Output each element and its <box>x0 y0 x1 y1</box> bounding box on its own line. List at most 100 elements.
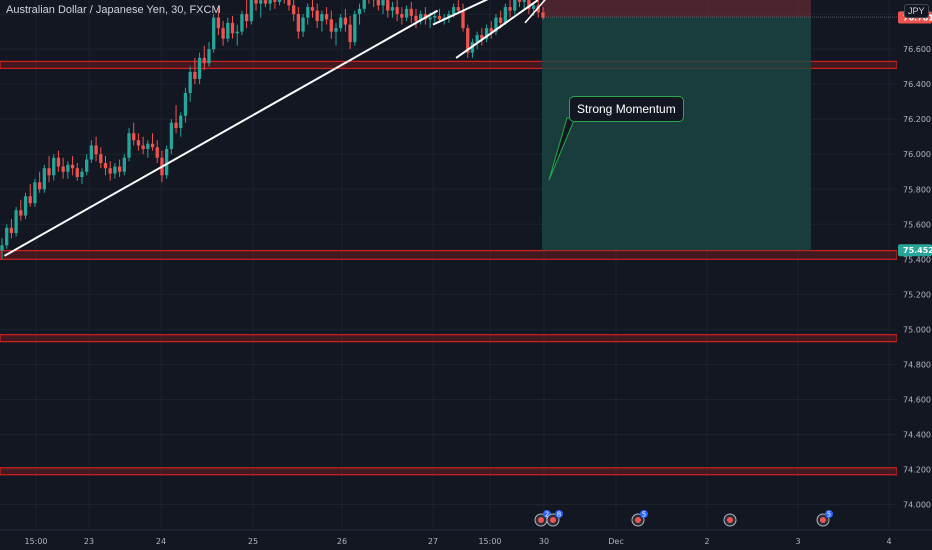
candle-body <box>113 166 117 174</box>
candle-body <box>447 14 451 18</box>
candle-body <box>376 0 380 6</box>
candle-body <box>230 22 235 34</box>
price-tick-label: 76.200 <box>903 115 931 124</box>
candle-body <box>400 14 404 18</box>
symbol-title[interactable]: Australian Dollar / Japanese Yen, 30, FX… <box>6 4 221 16</box>
candle-body <box>132 133 136 141</box>
horizontal-zone <box>0 334 898 343</box>
candle-body <box>381 0 385 6</box>
take-profit-area <box>542 17 811 251</box>
short-position-tool[interactable] <box>542 0 897 251</box>
candle-body <box>240 14 244 32</box>
candle-body <box>390 7 395 11</box>
candle-body <box>433 15 437 18</box>
candle-body <box>23 196 28 216</box>
time-tick-label: 2 <box>704 537 709 546</box>
candle-body <box>0 245 4 251</box>
time-axis[interactable]: 15:00 23 24 25 26 27 15:00 30 Dec 2 3 4 <box>0 529 932 550</box>
candle-body <box>357 8 362 15</box>
price-tick-label: 75.000 <box>903 325 931 334</box>
candle-body <box>353 14 357 43</box>
candle-body <box>343 17 348 25</box>
candle-body <box>28 196 32 204</box>
candle-body <box>207 49 211 64</box>
trendlines[interactable] <box>4 0 564 257</box>
candle-body <box>414 15 418 22</box>
candle-body <box>409 8 413 16</box>
price-axis[interactable]: 78.20078.00077.80077.60077.40077.20077.0… <box>897 0 932 550</box>
time-tick-label: 27 <box>428 537 438 546</box>
candle-body <box>329 19 333 32</box>
trendline <box>455 0 539 59</box>
candle-body <box>99 154 103 163</box>
price-tick-label: 76.400 <box>903 80 931 89</box>
candle-body <box>197 57 202 79</box>
candle-body <box>301 17 305 32</box>
candle-body <box>522 0 526 2</box>
candle-body <box>80 171 84 177</box>
candle-body <box>108 168 112 174</box>
time-tick-label: Dec <box>608 537 623 546</box>
candle-body <box>310 7 315 11</box>
price-tick-label: 74.400 <box>903 430 931 439</box>
candle-body <box>395 7 399 15</box>
candle-body <box>70 164 75 169</box>
candle-body <box>66 164 70 172</box>
candle-body <box>47 168 51 176</box>
trendline-extension <box>524 0 546 24</box>
time-axis-bg <box>0 530 932 550</box>
candle-body <box>513 0 517 11</box>
candle-body <box>117 166 122 172</box>
price-tick-label: 74.600 <box>903 395 931 404</box>
candle-body <box>461 10 465 29</box>
time-tick-label: 26 <box>337 537 347 546</box>
price-tick-label: 76.000 <box>903 150 931 159</box>
event-flag-dot <box>820 517 826 523</box>
time-tick-label: 15:00 <box>24 537 47 546</box>
candle-body <box>75 168 79 177</box>
candle-body <box>541 12 545 18</box>
candle-body <box>531 5 536 9</box>
candle-body <box>165 148 169 176</box>
candle-body <box>362 0 366 9</box>
candle-body <box>179 115 183 128</box>
candle-body <box>254 0 258 4</box>
candle-body <box>94 145 98 155</box>
candle-body <box>489 28 493 32</box>
time-tick-label: 23 <box>84 537 94 546</box>
event-flag-dot <box>635 517 641 523</box>
candle-body <box>277 0 282 2</box>
candle-body <box>499 17 503 23</box>
candle-body <box>273 0 277 2</box>
candle-body <box>320 14 324 22</box>
candle-body <box>428 17 432 20</box>
candle-body <box>536 5 540 13</box>
horizontal-zone <box>0 467 898 476</box>
candle-body <box>249 0 253 22</box>
candle-body <box>292 5 296 15</box>
event-flag-dot <box>727 517 733 523</box>
event-flag-dot <box>550 517 556 523</box>
candle-body <box>5 227 9 246</box>
candle-body <box>174 122 178 128</box>
time-tick-label: 30 <box>539 537 549 546</box>
candle-body <box>475 35 479 43</box>
strong-momentum-annotation[interactable]: Strong Momentum <box>569 96 684 122</box>
candle-body <box>150 143 155 148</box>
candlesticks <box>0 0 545 260</box>
candle-body <box>37 182 42 190</box>
trendline <box>432 0 489 26</box>
candle-body <box>141 145 145 149</box>
currency-badge[interactable]: JPY <box>904 4 929 18</box>
candle-body <box>244 14 249 22</box>
candle-body <box>437 15 442 20</box>
candle-body <box>146 143 150 149</box>
candle-body <box>193 71 197 79</box>
candle-body <box>89 145 94 160</box>
event-count-label: 2 <box>545 511 549 519</box>
candle-body <box>466 28 470 53</box>
candle-body <box>315 10 319 22</box>
event-count-badge <box>640 510 648 518</box>
